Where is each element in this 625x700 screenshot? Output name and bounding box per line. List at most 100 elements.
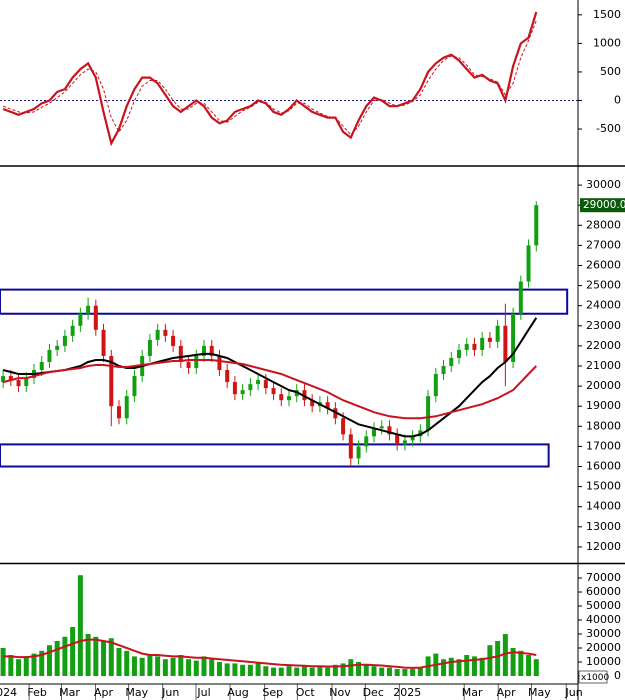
bar: [510, 648, 516, 677]
candle-body: [78, 313, 83, 326]
bar: [0, 648, 6, 677]
price-tag: [580, 198, 625, 213]
y-tick-label: 60000: [586, 585, 621, 598]
bar: [93, 636, 99, 677]
candle-body: [480, 337, 485, 350]
bar: [286, 666, 292, 677]
candle-body: [410, 436, 415, 441]
bar: [162, 659, 168, 677]
y-tick-label: 22000: [586, 339, 621, 352]
bar: [186, 659, 192, 677]
y-tick-label: 16000: [586, 460, 621, 473]
candle-body: [356, 446, 361, 459]
bar: [301, 666, 307, 677]
y-tick-label: 17000: [586, 439, 621, 452]
bar: [155, 656, 161, 677]
candle-body: [387, 426, 392, 435]
candle-body: [379, 426, 384, 429]
bar: [471, 656, 477, 677]
candle-body: [248, 384, 253, 391]
x-tick-label: May: [528, 686, 551, 699]
candle-body: [232, 382, 237, 395]
y-tick-label: 18000: [586, 419, 621, 432]
candle-body: [132, 376, 137, 397]
bar: [410, 669, 416, 677]
y-tick-label: 500: [600, 65, 621, 78]
bar: [417, 667, 423, 677]
bar: [31, 653, 37, 677]
bar: [124, 650, 130, 677]
panel: 12000 13000 14000 15000 16000 17000 18000 19000…: [0, 178, 625, 553]
candle-body: [163, 329, 168, 336]
bar: [85, 634, 91, 677]
candle-body: [256, 380, 261, 385]
y-tick-label: 12000: [586, 540, 621, 553]
bar: [54, 641, 60, 677]
candle-body: [433, 374, 438, 397]
line: [3, 638, 537, 669]
y-tick-label: 1500: [593, 8, 621, 21]
bar: [255, 663, 261, 677]
candle-body: [395, 434, 400, 445]
panel: -500 0 500 1000 1500: [0, 8, 621, 147]
x-tick-label: May: [125, 686, 148, 699]
candle-body: [171, 335, 176, 346]
bar: [479, 657, 485, 677]
y-tick-label: 23000: [586, 319, 621, 332]
bar: [533, 659, 539, 677]
candle-body: [70, 325, 75, 336]
candle-body: [86, 305, 91, 314]
candle-body: [495, 325, 500, 342]
y-tick-label: 0: [614, 93, 621, 106]
candle-body: [426, 396, 431, 431]
candle-body: [186, 361, 191, 369]
y-tick-label: 30000: [586, 627, 621, 640]
candle-body: [279, 394, 284, 401]
bar: [348, 659, 354, 677]
candle-body: [147, 339, 152, 356]
candle-body: [194, 355, 199, 369]
bar: [356, 662, 362, 677]
line: [2, 359, 538, 420]
bar: [278, 667, 284, 677]
bar: [46, 645, 52, 677]
bar: [193, 660, 199, 677]
candle-body: [441, 366, 446, 375]
zone: [0, 288, 569, 315]
candle-body: [402, 440, 407, 445]
x-tick-label: Jun: [161, 686, 179, 699]
candle-body: [310, 400, 315, 407]
candle-body: [117, 406, 121, 419]
bar: [77, 575, 83, 677]
y-tick-label: 26000: [586, 258, 621, 271]
bar: [116, 648, 122, 677]
candle-body: [341, 418, 346, 435]
bar: [448, 657, 454, 677]
x-tick-label: Nov: [329, 686, 351, 699]
x-tick-label: Aug: [227, 686, 248, 699]
x-tick-label: Dec: [363, 686, 384, 699]
y-tick-label: 20000: [586, 379, 621, 392]
bar: [487, 645, 493, 677]
candle-body: [155, 329, 160, 340]
candle-body: [325, 402, 330, 409]
y-tick-label: 0: [614, 669, 621, 682]
bar: [62, 636, 68, 677]
bar: [441, 659, 447, 677]
x-tick-label: Sep: [262, 686, 283, 699]
candle-body: [124, 396, 129, 419]
bar: [16, 659, 22, 677]
bar: [294, 667, 300, 677]
x-tick-label: Feb: [27, 686, 46, 699]
y-tick-label: 13000: [586, 520, 621, 533]
bar: [402, 669, 408, 677]
y-tick-label: 24000: [586, 299, 621, 312]
candle-body: [372, 428, 376, 437]
bar: [201, 656, 207, 677]
x-tick-label: Apr: [497, 686, 517, 699]
candle-body: [472, 343, 477, 350]
bar: [309, 667, 315, 677]
y-tick-label: 25000: [586, 279, 621, 292]
y-tick-label: 20000: [586, 641, 621, 654]
